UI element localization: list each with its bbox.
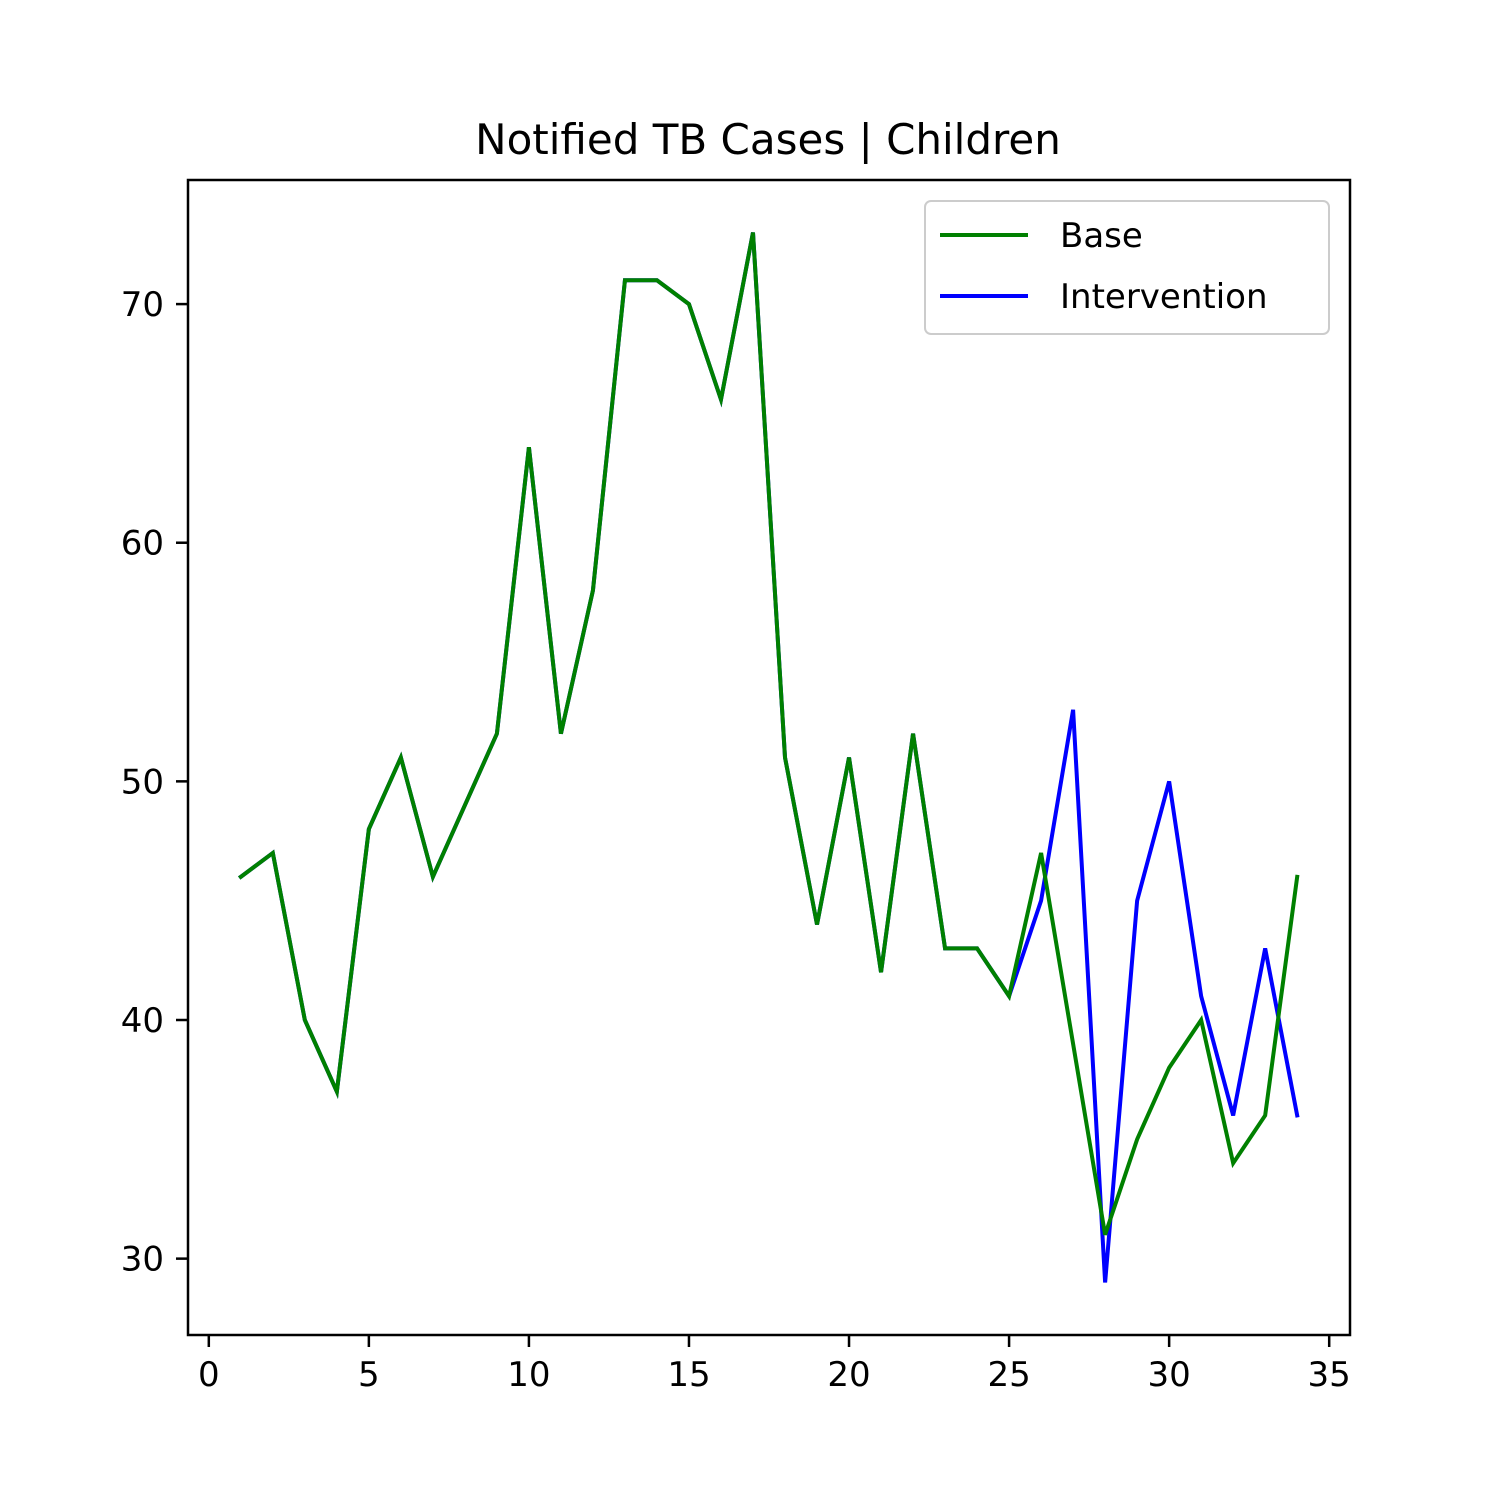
y-tick-label: 60	[121, 524, 164, 564]
y-tick-label: 40	[121, 1001, 164, 1041]
series-layer	[238, 232, 1300, 1283]
legend-label-base: Base	[1060, 216, 1143, 256]
x-tick-label: 10	[507, 1355, 550, 1395]
x-tick-label: 25	[987, 1355, 1030, 1395]
series-line-base	[238, 232, 1300, 1236]
legend: Base Intervention	[924, 200, 1330, 335]
x-tick-label: 5	[358, 1355, 380, 1395]
x-tick-label: 20	[827, 1355, 870, 1395]
x-tick-label: 0	[198, 1355, 220, 1395]
y-tick-label: 70	[121, 285, 164, 325]
x-tick-label: 35	[1308, 1355, 1351, 1395]
x-tick-label: 15	[667, 1355, 710, 1395]
y-tick-label: 30	[121, 1240, 164, 1280]
x-tick-label: 30	[1148, 1355, 1191, 1395]
y-tick-label: 50	[121, 762, 164, 802]
axes-layer: 0 5 10 15 20 25 30 35 30 40 50 60 70	[121, 178, 1352, 1395]
legend-label-intervention: Intervention	[1060, 277, 1268, 317]
chart-title: Notified TB Cases | Children	[475, 115, 1061, 164]
plot-frame	[186, 178, 1352, 1337]
